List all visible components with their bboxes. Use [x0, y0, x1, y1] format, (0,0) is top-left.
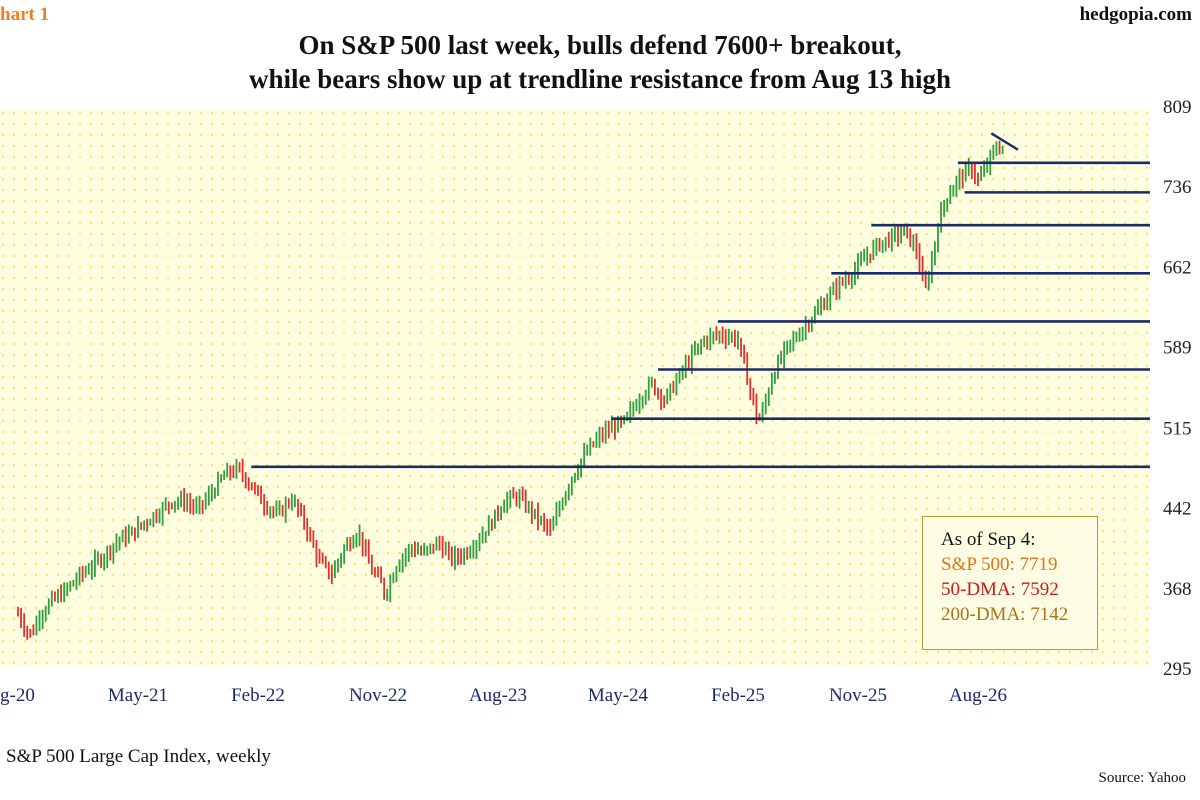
- y-tick-7: 809: [1163, 97, 1192, 118]
- x-tick-4: Aug-23: [469, 685, 527, 706]
- legend-heading: As of Sep 4:: [941, 529, 1036, 550]
- brand-name: hedgopia.com: [1079, 4, 1192, 25]
- y-tick-5: 662: [1163, 258, 1192, 279]
- y-tick-4: 589: [1163, 338, 1192, 359]
- x-tick-3: Nov-22: [349, 685, 407, 706]
- support-resistance-lines: [251, 132, 1150, 469]
- price-bars: [17, 140, 1004, 640]
- x-axis-ticks: g-20 May-21 Feb-22 Nov-22 Aug-23 May-24 Feb-25…: [0, 685, 1007, 706]
- y-tick-1: 368: [1163, 579, 1192, 600]
- y-tick-2: 442: [1163, 498, 1192, 519]
- legend-box: As of Sep 4: S&P 500: 7719 50-DMA: 7592 …: [922, 516, 1098, 650]
- x-tick-7: Nov-25: [829, 685, 887, 706]
- chart-title-line1: On S&P 500 last week, bulls defend 7600+…: [298, 30, 902, 60]
- legend-200dma: 200-DMA: 7142: [941, 604, 1069, 625]
- y-tick-0: 295: [1163, 659, 1192, 680]
- x-tick-5: May-24: [588, 685, 649, 706]
- x-tick-1: May-21: [108, 685, 168, 706]
- chart-number-label: hart 1: [0, 4, 50, 25]
- x-tick-8: Aug-26: [949, 685, 1007, 706]
- legend-sp500: S&P 500: 7719: [941, 554, 1058, 575]
- legend-50dma: 50-DMA: 7592: [941, 579, 1059, 600]
- source-note: Source: Yahoo: [1098, 770, 1186, 786]
- chart-subtitle: S&P 500 Large Cap Index, weekly: [6, 746, 271, 767]
- chart-title-line2: while bears show up at trendline resista…: [248, 64, 952, 94]
- x-tick-6: Feb-25: [711, 685, 765, 706]
- trendline-0: [990, 132, 1019, 151]
- y-tick-6: 736: [1163, 177, 1192, 198]
- y-tick-3: 515: [1163, 418, 1192, 439]
- y-axis-ticks: 295 368 442 515 589 662 736 809: [1163, 97, 1192, 680]
- x-tick-0: g-20: [0, 685, 35, 706]
- x-tick-2: Feb-22: [231, 685, 285, 706]
